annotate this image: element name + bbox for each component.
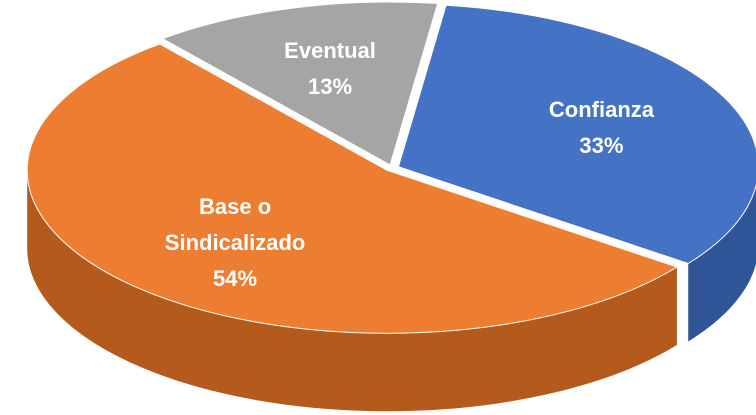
value-label: 13%	[308, 73, 353, 99]
slice-label: Base o Sindicalizado 54%	[150, 189, 320, 297]
slice	[26, 43, 679, 334]
value-label: 33%	[579, 132, 624, 158]
category-label: Confianza	[548, 96, 654, 122]
slice-label: Eventual 13%	[284, 33, 376, 105]
slice	[161, 1, 439, 166]
slice	[397, 4, 756, 265]
slice-label: Confianza 33%	[549, 92, 654, 164]
slice-side	[688, 185, 756, 342]
slice-side	[27, 170, 677, 412]
category-label: Base o Sindicalizado	[164, 193, 306, 255]
value-label: 54%	[213, 265, 258, 291]
category-label: Eventual	[284, 37, 376, 63]
